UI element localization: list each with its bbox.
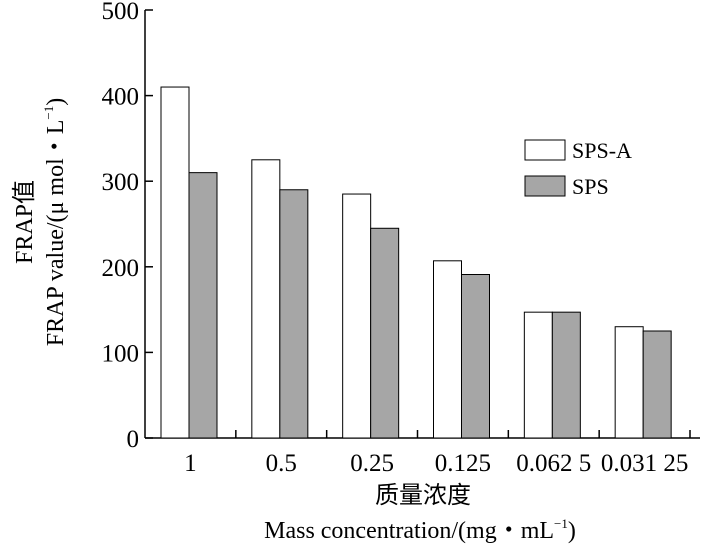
- x-axis-title-en-sup: −1: [554, 516, 568, 531]
- x-tick-label: 1: [184, 450, 197, 477]
- x-tick-label: 0.5: [266, 450, 297, 477]
- bar-sps-1: [279, 189, 309, 439]
- x-tick-label: 0.031 25: [601, 450, 689, 477]
- x-tick-label: 0.25: [350, 450, 394, 477]
- bar-sps-a-0: [160, 86, 190, 439]
- y-tick-label: 100: [102, 340, 140, 367]
- bar-sps-5: [642, 330, 672, 439]
- bar-sps-2: [370, 227, 400, 439]
- legend-swatch-sps: [524, 175, 566, 197]
- chart-bars: [160, 86, 672, 439]
- y-tick-label: 400: [102, 84, 140, 111]
- x-tick-label: 0.125: [435, 450, 491, 477]
- y-tick-label: 300: [102, 169, 140, 196]
- bar-sps-3: [461, 274, 490, 439]
- bar-sps-4: [551, 311, 581, 439]
- x-tick-label: 0.062 5: [516, 450, 591, 477]
- bar-sps-a-3: [433, 260, 462, 439]
- x-axis-title-en: Mass concentration/(mg・mL−1): [264, 516, 576, 544]
- bar-sps-0: [188, 172, 218, 439]
- legend-label-sps: SPS: [572, 174, 609, 199]
- chart-legend: SPS-A SPS: [524, 138, 632, 199]
- bar-sps-a-5: [614, 326, 644, 439]
- x-axis-title-en-end: ): [568, 518, 576, 544]
- y-axis-title-en-main: FRAP value/(μ mol・L: [43, 120, 69, 347]
- y-tick-label: 0: [127, 426, 140, 453]
- y-axis-title-en-sup: −1: [41, 106, 56, 120]
- bar-sps-a-2: [342, 193, 372, 439]
- legend-label-sps-a: SPS-A: [572, 138, 632, 163]
- y-axis-title-cn: FRAP值: [11, 180, 38, 264]
- y-axis-title-en-end: ): [43, 98, 69, 106]
- x-axis-title-cn: 质量浓度: [375, 482, 471, 509]
- chart-axes: [144, 10, 700, 439]
- bar-sps-a-1: [251, 159, 281, 439]
- chart-ticks: 0 100 200 300 400 500 1 0.5 0.25 0.125 0.062 5 0.03…: [102, 0, 691, 477]
- x-axis-title-en-main: Mass concentration/(mg・mL: [264, 518, 554, 544]
- bar-sps-a-4: [523, 311, 553, 439]
- y-tick-label: 200: [102, 255, 140, 282]
- legend-swatch-sps-a: [524, 139, 566, 161]
- y-tick-label: 500: [102, 0, 140, 25]
- y-axis-title-en: FRAP value/(μ mol・L−1): [41, 98, 69, 346]
